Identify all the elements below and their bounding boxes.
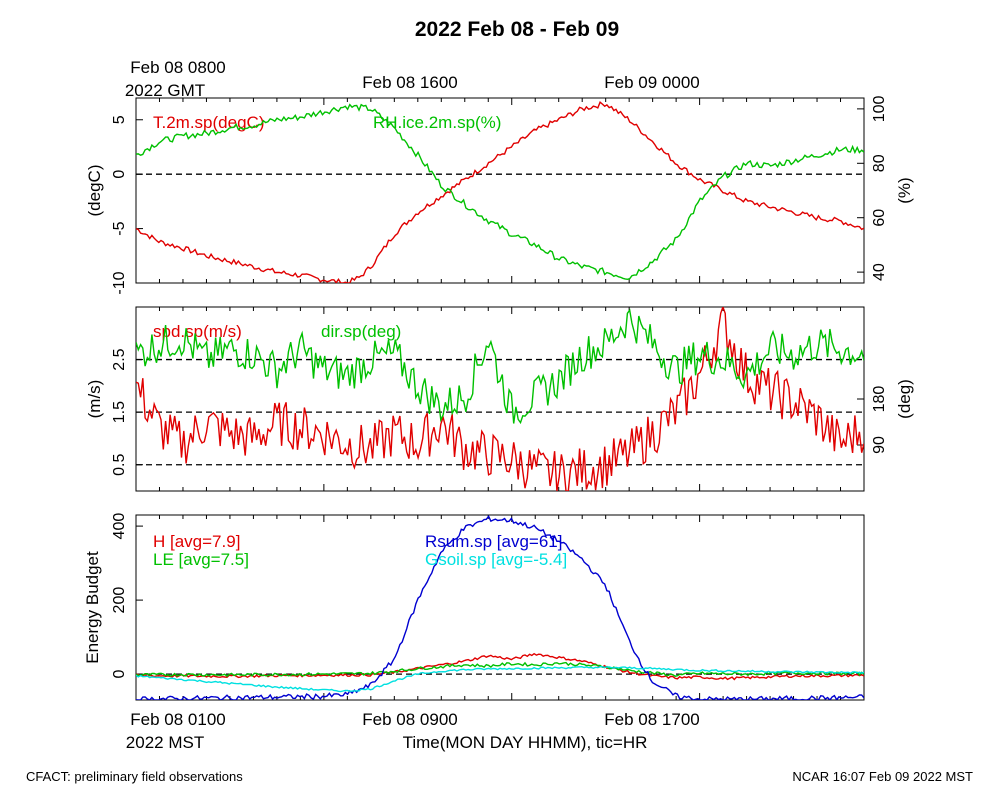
plot-frame <box>135 97 865 284</box>
y-tick-label-left: 0.5 <box>111 453 128 475</box>
plot-frame <box>135 514 865 701</box>
y-axis-label-left: (degC) <box>85 165 104 217</box>
top-time-label-3: Feb 09 0000 <box>604 73 699 92</box>
bottom-time-label-1: Feb 08 0100 <box>130 710 225 729</box>
series-line-1 <box>136 307 864 491</box>
y-tick-label-right: 40 <box>871 263 888 281</box>
x-axis-label: Time(MON DAY HHMM), tic=HR <box>403 733 648 752</box>
y-axis-label-left: (m/s) <box>85 380 104 419</box>
panel-wind: 2.5 1.5 0.5 (m/s) 180 90 (deg) spd.sp(m/s) dir.s… <box>85 306 914 492</box>
series-line-1 <box>136 101 864 283</box>
legend-entry-2: dir.sp(deg) <box>321 322 401 341</box>
y-tick-label-left: 0 <box>111 170 128 179</box>
y-tick-label-right: 100 <box>871 95 888 122</box>
bottom-time-label-2: Feb 08 0900 <box>362 710 457 729</box>
top-time-label-2: Feb 08 1600 <box>362 73 457 92</box>
legend-entry-3: Rsum.sp [avg=61] <box>425 532 563 551</box>
y-tick-label-right: 180 <box>871 386 888 413</box>
legend-entry-1: H [avg=7.9] <box>153 532 240 551</box>
series-line-3 <box>136 515 864 700</box>
top-time-label-1-sub: 2022 GMT <box>125 81 205 100</box>
bottom-time-label-1-sub: 2022 MST <box>126 733 204 752</box>
y-tick-label-left: 200 <box>111 587 128 614</box>
y-axis-label-right: (%) <box>895 177 914 203</box>
series-line-2 <box>136 103 864 281</box>
bottom-time-label-3: Feb 08 1700 <box>604 710 699 729</box>
legend-entry-2: LE [avg=7.5] <box>153 550 249 569</box>
top-time-label-1: Feb 08 0800 <box>130 58 225 77</box>
series-line-1 <box>136 652 864 681</box>
panel-temperature-humidity: 5 0 -5 -10 (degC) 100 80 60 40 (%) T.2m.sp(degC) RH… <box>85 95 914 294</box>
y-tick-label-left: 2.5 <box>111 348 128 370</box>
y-tick-label-left: -10 <box>111 271 128 294</box>
y-axis-label-right: (deg) <box>895 379 914 419</box>
y-tick-label-left: 0 <box>111 670 128 679</box>
legend-entry-2: RH.ice.2m.sp(%) <box>373 113 501 132</box>
footer-left: CFACT: preliminary field observations <box>26 769 243 784</box>
y-tick-label-left: 1.5 <box>111 401 128 423</box>
y-axis-label-left: Energy Budget <box>83 551 102 664</box>
chart-title: 2022 Feb 08 - Feb 09 <box>415 18 619 41</box>
y-tick-label-left: 400 <box>111 513 128 540</box>
series-line-2 <box>136 308 864 425</box>
y-tick-label-right: 80 <box>871 154 888 172</box>
y-tick-label-right: 60 <box>871 209 888 227</box>
series-line-4 <box>136 665 864 693</box>
legend-entry-1: spd.sp(m/s) <box>153 322 242 341</box>
y-tick-label-left: 5 <box>111 115 128 124</box>
legend-entry-1: T.2m.sp(degC) <box>153 113 264 132</box>
legend-entry-4: Gsoil.sp [avg=-5.4] <box>425 550 567 569</box>
series-line-2 <box>136 661 864 677</box>
y-tick-label-right: 90 <box>871 436 888 454</box>
footer-right: NCAR 16:07 Feb 09 2022 MST <box>792 769 973 784</box>
panel-energy-budget: 400 200 0 Energy Budget H [avg=7.9]LE [avg=7… <box>83 513 865 701</box>
y-tick-label-left: -5 <box>111 221 128 235</box>
